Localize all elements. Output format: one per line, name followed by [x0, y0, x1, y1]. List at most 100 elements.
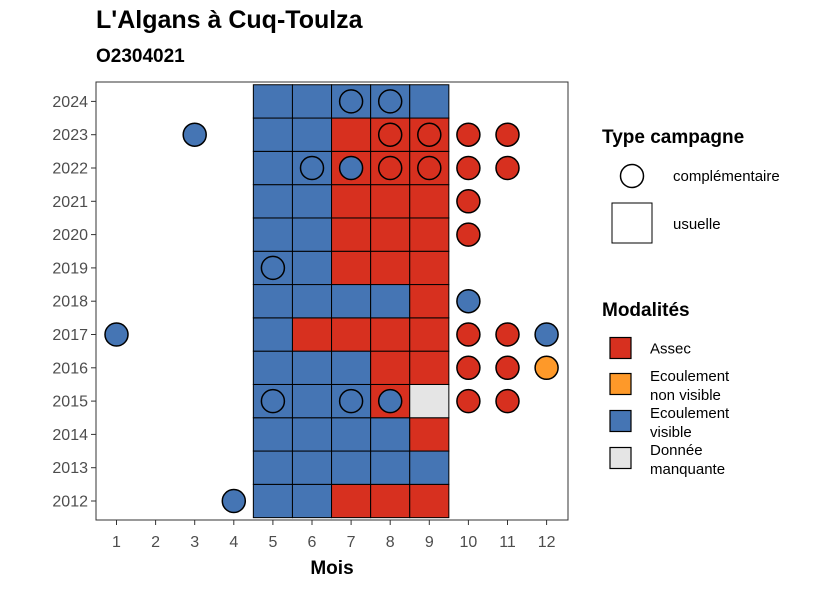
tile-2013-5 — [252, 450, 293, 485]
tile-2014-9 — [409, 417, 450, 452]
y-tick-label: 2019 — [52, 260, 88, 277]
tile-2018-7 — [331, 284, 372, 319]
tile-2024-6 — [291, 84, 333, 119]
point-2016-10 — [456, 355, 481, 381]
tile-2018-8 — [370, 284, 411, 319]
tile-2021-9 — [409, 184, 450, 219]
tile-2018-9 — [409, 284, 450, 319]
y-tick-label: 2014 — [52, 427, 88, 444]
tile-2012-6 — [291, 483, 333, 519]
tile-2013-7 — [331, 450, 372, 485]
tile-2019-8 — [370, 250, 411, 286]
point-2015-8 — [377, 388, 403, 414]
y-tick-label: 2017 — [52, 327, 88, 344]
x-tick-label: 9 — [425, 534, 434, 551]
x-tick-label: 12 — [538, 534, 556, 551]
legend-key — [609, 409, 632, 433]
legend-label: non visible — [650, 387, 721, 404]
chart-subtitle: O2304021 — [96, 46, 185, 67]
x-tick-label: 6 — [308, 534, 317, 551]
point-2016-11 — [495, 355, 520, 381]
tile-2021-6 — [291, 184, 333, 219]
tile-2020-9 — [409, 217, 450, 252]
tile-2017-8 — [370, 317, 411, 352]
y-tick-label: 2013 — [52, 460, 88, 477]
point-2015-11 — [495, 388, 520, 414]
x-tick-label: 4 — [229, 534, 238, 551]
tile-2014-8 — [370, 417, 411, 452]
x-tick-label: 1 — [112, 534, 121, 551]
point-2022-9 — [417, 155, 442, 181]
tile-2012-5 — [252, 483, 293, 519]
tile-2015-6 — [291, 383, 333, 419]
y-tick-label: 2012 — [52, 494, 88, 511]
complementaire-points — [104, 89, 559, 514]
usuelle-tiles — [252, 84, 450, 519]
point-2023-8 — [377, 122, 403, 147]
tile-2016-8 — [370, 350, 411, 385]
x-tick-label: 3 — [190, 534, 199, 551]
tile-2016-9 — [409, 350, 450, 385]
tile-2017-6 — [291, 317, 333, 352]
x-tick-label: 7 — [347, 534, 356, 551]
y-tick-label: 2015 — [52, 394, 88, 411]
tile-2022-5 — [252, 150, 293, 186]
point-2023-9 — [417, 122, 442, 147]
point-2024-8 — [377, 89, 403, 114]
legend-type-label: usuelle — [673, 216, 721, 233]
tile-2013-6 — [291, 450, 333, 485]
y-tick-label: 2021 — [52, 194, 88, 211]
legend-key — [609, 446, 632, 470]
legend-type-label: complémentaire — [673, 168, 780, 185]
tile-2016-5 — [252, 350, 293, 385]
point-2024-7 — [338, 89, 364, 114]
tile-2023-7 — [331, 117, 372, 152]
y-tick-label: 2018 — [52, 294, 88, 311]
legend-label: Assec — [650, 341, 691, 358]
point-2017-12 — [534, 322, 559, 347]
tile-2015-9 — [409, 383, 450, 419]
tile-2018-6 — [291, 284, 333, 319]
y-tick-label: 2016 — [52, 360, 88, 377]
point-2023-3 — [182, 122, 207, 147]
point-2022-8 — [377, 155, 403, 181]
tile-2019-7 — [331, 250, 372, 286]
legend-label: visible — [650, 424, 692, 441]
legend-type-title: Type campagne — [602, 127, 744, 148]
point-2022-7 — [338, 155, 364, 181]
legend-key — [609, 372, 632, 396]
y-tick-label: 2024 — [52, 94, 88, 111]
legend-label: Ecoulement — [650, 368, 730, 385]
point-2021-10 — [456, 189, 481, 214]
y-tick-label: 2020 — [52, 227, 88, 244]
tile-2023-6 — [291, 117, 333, 152]
tile-2024-9 — [409, 84, 450, 119]
point-2017-11 — [495, 322, 520, 347]
point-2020-10 — [456, 222, 481, 247]
point-2018-10 — [456, 288, 481, 314]
point-2015-10 — [456, 388, 481, 414]
x-tick-label: 11 — [499, 534, 516, 551]
point-2016-12 — [534, 355, 559, 381]
point-2017-1 — [104, 322, 129, 347]
tile-2020-7 — [331, 217, 372, 252]
tile-2016-7 — [331, 350, 372, 385]
point-2023-11 — [495, 122, 520, 147]
legend-modalites-title: Modalités — [602, 300, 690, 321]
point-2022-10 — [456, 155, 481, 181]
tile-2019-9 — [409, 250, 450, 286]
point-2019-5 — [260, 255, 286, 281]
legend-label: Donnée — [650, 442, 703, 459]
tile-2024-5 — [252, 84, 293, 119]
x-tick-label: 10 — [460, 534, 478, 551]
legend-key — [609, 336, 632, 360]
tile-2013-9 — [409, 450, 450, 485]
tile-2020-8 — [370, 217, 411, 252]
point-2015-7 — [338, 388, 364, 414]
point-2023-10 — [456, 122, 481, 147]
tile-2017-9 — [409, 317, 450, 352]
x-tick-label: 2 — [151, 534, 160, 551]
legend-type-campagne: Type campagne complémentaire usuelle — [602, 127, 780, 244]
tile-2012-8 — [370, 483, 411, 519]
